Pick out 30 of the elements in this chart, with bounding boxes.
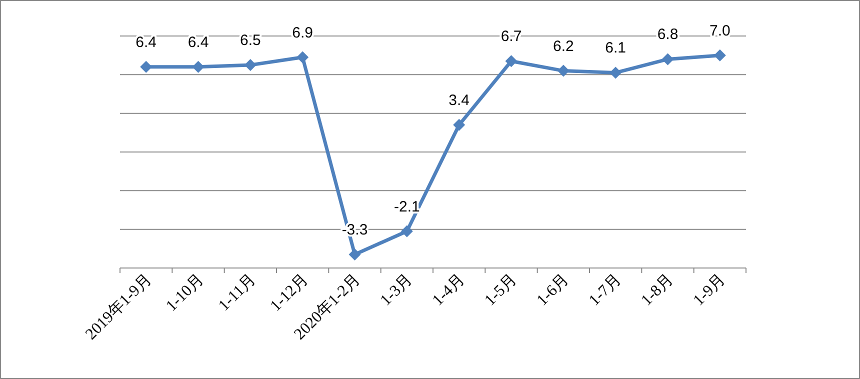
x-tick-label: 1-9月	[690, 270, 729, 310]
point	[400, 225, 413, 238]
x-tick-label: 1-7月	[586, 270, 624, 310]
point	[453, 118, 466, 131]
point	[610, 66, 622, 79]
point	[662, 53, 674, 66]
data-label: 6.7	[500, 28, 522, 46]
data-label: 6.8	[657, 26, 678, 44]
data-label: 6.4	[136, 34, 157, 51]
point	[714, 49, 726, 62]
point	[348, 248, 361, 260]
point	[505, 55, 518, 68]
x-tick-label: 1-4月	[429, 270, 468, 310]
data-label: 3.4	[448, 92, 470, 109]
x-tick-label: 1-8月	[638, 270, 677, 310]
data-label: 6.9	[292, 24, 314, 42]
x-tick-label: 1-10月	[163, 270, 208, 315]
data-label: 6.4	[188, 34, 209, 51]
x-tick-label: 1-6月	[534, 270, 572, 310]
point	[192, 60, 204, 73]
point	[557, 64, 570, 77]
data-label: 6.5	[240, 32, 261, 49]
x-tick-label: 1-12月	[267, 270, 312, 315]
x-tick-label: 1-11月	[216, 270, 260, 314]
data-label: 6.2	[552, 38, 574, 55]
data-label: 7.0	[709, 22, 730, 40]
x-tick-label: 1-3月	[377, 270, 416, 310]
data-label: 6.1	[605, 40, 626, 57]
point	[296, 51, 309, 64]
x-tick-label: 1-5月	[482, 270, 520, 310]
